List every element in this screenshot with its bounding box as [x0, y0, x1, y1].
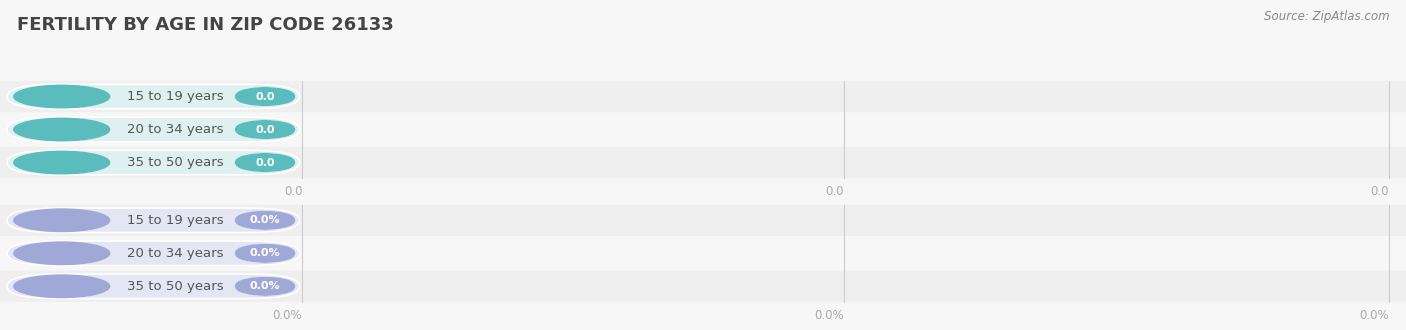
Text: 0.0: 0.0	[825, 185, 844, 198]
Circle shape	[14, 209, 110, 232]
Circle shape	[14, 275, 110, 298]
Text: 20 to 34 years: 20 to 34 years	[127, 247, 224, 260]
FancyBboxPatch shape	[235, 243, 295, 263]
Text: 0.0: 0.0	[256, 124, 274, 135]
FancyBboxPatch shape	[235, 152, 295, 173]
Text: 0.0%: 0.0%	[1360, 309, 1389, 322]
Text: 0.0: 0.0	[284, 185, 302, 198]
FancyBboxPatch shape	[7, 117, 299, 142]
Text: 0.0: 0.0	[256, 157, 274, 168]
Text: 0.0%: 0.0%	[250, 281, 280, 291]
Text: FERTILITY BY AGE IN ZIP CODE 26133: FERTILITY BY AGE IN ZIP CODE 26133	[17, 16, 394, 35]
FancyBboxPatch shape	[235, 210, 295, 230]
Text: 0.0%: 0.0%	[250, 215, 280, 225]
Text: 0.0: 0.0	[256, 91, 274, 102]
Circle shape	[14, 151, 110, 174]
FancyBboxPatch shape	[0, 205, 1406, 236]
FancyBboxPatch shape	[7, 241, 299, 266]
FancyBboxPatch shape	[7, 84, 299, 109]
Text: 35 to 50 years: 35 to 50 years	[127, 156, 224, 169]
Text: 35 to 50 years: 35 to 50 years	[127, 280, 224, 293]
Text: Source: ZipAtlas.com: Source: ZipAtlas.com	[1264, 10, 1389, 23]
Text: 0.0%: 0.0%	[250, 248, 280, 258]
FancyBboxPatch shape	[0, 271, 1406, 302]
Text: 0.0%: 0.0%	[814, 309, 844, 322]
FancyBboxPatch shape	[235, 86, 295, 107]
Text: 0.0: 0.0	[1371, 185, 1389, 198]
FancyBboxPatch shape	[7, 150, 299, 175]
FancyBboxPatch shape	[0, 81, 1406, 112]
Text: 20 to 34 years: 20 to 34 years	[127, 123, 224, 136]
FancyBboxPatch shape	[7, 208, 299, 233]
Text: 15 to 19 years: 15 to 19 years	[127, 214, 224, 227]
FancyBboxPatch shape	[0, 147, 1406, 178]
Circle shape	[14, 242, 110, 265]
FancyBboxPatch shape	[235, 119, 295, 140]
Text: 0.0%: 0.0%	[273, 309, 302, 322]
FancyBboxPatch shape	[235, 276, 295, 296]
FancyBboxPatch shape	[0, 238, 1406, 269]
Circle shape	[14, 118, 110, 141]
Text: 15 to 19 years: 15 to 19 years	[127, 90, 224, 103]
FancyBboxPatch shape	[0, 114, 1406, 145]
Circle shape	[14, 85, 110, 108]
FancyBboxPatch shape	[7, 274, 299, 299]
